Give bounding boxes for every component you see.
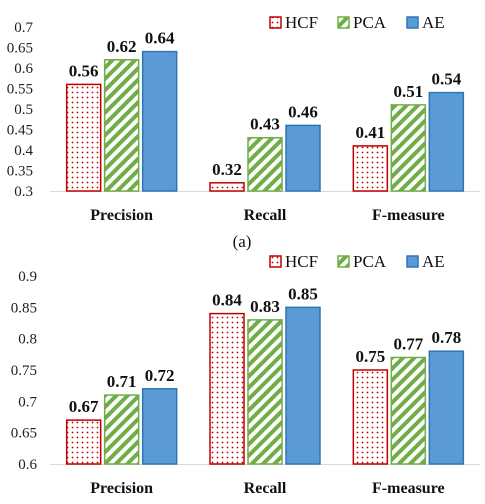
- bar-ae: [285, 124, 321, 192]
- legend-label-hcf: HCF: [285, 252, 318, 271]
- y-tick-label: 0.65: [7, 41, 33, 57]
- legend-label-ae: AE: [422, 252, 445, 271]
- y-tick-label: 0.55: [7, 82, 33, 98]
- category-label: Recall: [244, 480, 287, 497]
- y-tick-label: 0.3: [14, 184, 33, 200]
- data-label: 0.84: [212, 291, 242, 310]
- data-label: 0.46: [288, 102, 318, 121]
- legend-swatch-hcf: [269, 16, 282, 29]
- category-label: Precision: [90, 480, 153, 497]
- y-tick-label: 0.4: [14, 143, 33, 159]
- bar-pca: [247, 319, 283, 465]
- bar-pca: [390, 356, 427, 465]
- y-tick-label: 0.45: [7, 123, 33, 139]
- category-label: F-measure: [372, 207, 445, 224]
- y-tick-label: 0.7: [18, 394, 37, 410]
- data-label: 0.62: [107, 37, 137, 56]
- data-label: 0.51: [393, 82, 423, 101]
- y-tick-label: 0.35: [7, 164, 33, 180]
- data-label: 0.77: [393, 334, 423, 353]
- y-tick-label: 0.65: [11, 426, 37, 442]
- category-label: F-measure: [372, 480, 445, 497]
- data-label: 0.43: [250, 115, 280, 134]
- legend-label-hcf: HCF: [285, 13, 318, 32]
- y-tick-label: 0.6: [18, 457, 37, 473]
- data-label: 0.72: [145, 366, 175, 385]
- y-tick-label: 0.75: [11, 363, 37, 379]
- category-label: Precision: [90, 207, 153, 224]
- bar-hcf: [209, 182, 245, 192]
- bar-pca: [103, 394, 140, 465]
- data-label: 0.32: [212, 160, 242, 179]
- data-label: 0.54: [431, 70, 461, 89]
- data-label: 0.67: [69, 397, 99, 416]
- bar-hcf: [209, 312, 245, 465]
- bar-ae: [285, 306, 321, 465]
- category-label: Recall: [244, 207, 287, 224]
- bar-ae: [141, 388, 178, 465]
- legend-swatch-ae: [406, 16, 419, 29]
- data-label: 0.75: [355, 347, 385, 366]
- data-label: 0.41: [355, 123, 385, 142]
- y-tick-label: 0.8: [18, 332, 37, 348]
- legend-label-pca: PCA: [353, 252, 387, 271]
- data-label: 0.83: [250, 297, 280, 316]
- legend-swatch-pca: [337, 16, 350, 29]
- bar-pca: [390, 104, 427, 192]
- data-label: 0.56: [69, 61, 99, 80]
- y-tick-label: 0.85: [11, 300, 37, 316]
- bar-hcf: [65, 419, 102, 465]
- bar-hcf: [65, 83, 102, 192]
- legend-swatch-pca: [337, 255, 350, 268]
- bar-ae: [428, 91, 465, 192]
- data-label: 0.71: [107, 372, 137, 391]
- y-tick-label: 0.6: [14, 61, 33, 77]
- legend-swatch-ae: [406, 255, 419, 268]
- bar-hcf: [352, 145, 389, 192]
- chart-b: 0.6 0.65 0.7 0.75 0.8 0.85 0.9 0.67 0.71 0.72 Prec…: [11, 252, 480, 497]
- chart-a: 0.3 0.35 0.4 0.45 0.5 0.55 0.6 0.65 0.7 0.56 0.62 0…: [7, 13, 480, 224]
- legend-swatch-hcf: [269, 255, 282, 268]
- y-tick-label: 0.5: [14, 102, 33, 118]
- data-label: 0.78: [431, 328, 461, 347]
- bar-hcf: [352, 369, 389, 465]
- data-label: 0.64: [145, 29, 175, 48]
- bar-pca: [103, 59, 140, 192]
- bar-ae: [141, 50, 178, 192]
- bar-ae: [428, 350, 465, 465]
- data-label: 0.85: [288, 284, 318, 303]
- legend-label-ae: AE: [422, 13, 445, 32]
- y-tick-label: 0.9: [18, 269, 37, 285]
- legend-label-pca: PCA: [353, 13, 387, 32]
- bar-pca: [247, 136, 283, 192]
- y-tick-label: 0.7: [14, 20, 33, 36]
- caption-a: (a): [233, 232, 252, 251]
